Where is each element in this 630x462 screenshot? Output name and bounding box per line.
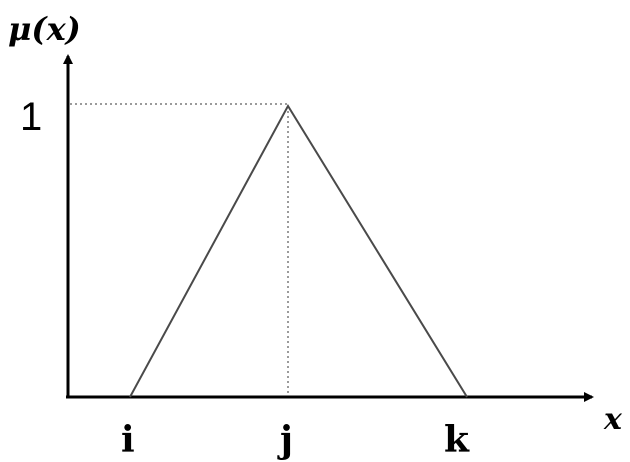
y-tick-label-one: 1 xyxy=(20,95,42,139)
y-axis-label: μ(x) xyxy=(8,10,81,48)
x-point-label-j: j xyxy=(277,419,293,461)
x-axis-label: x xyxy=(603,402,623,437)
x-point-label-k: k xyxy=(444,419,470,461)
triangular-membership-curve xyxy=(129,104,468,398)
x-point-label-i: i xyxy=(121,419,135,461)
